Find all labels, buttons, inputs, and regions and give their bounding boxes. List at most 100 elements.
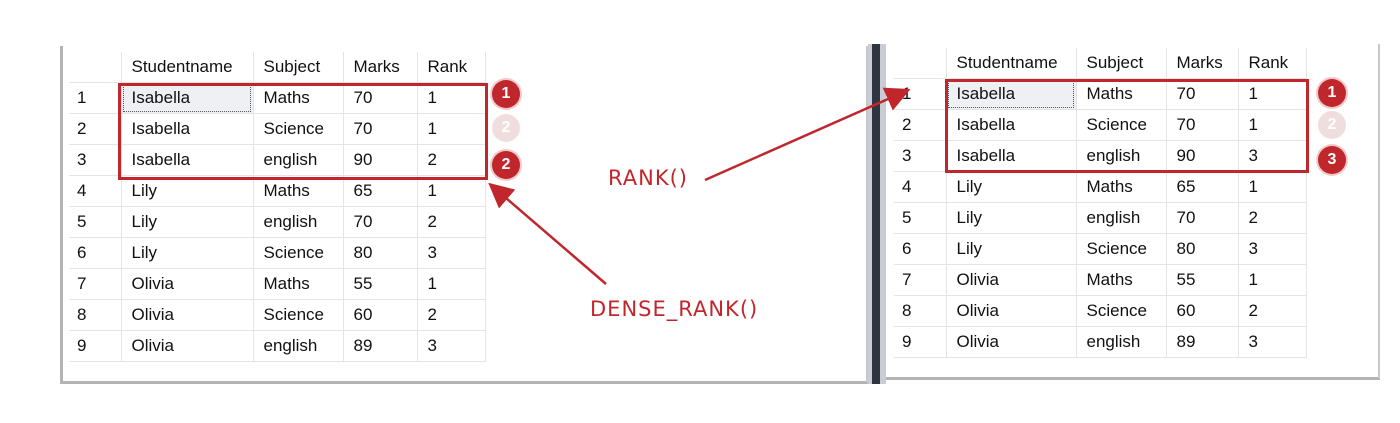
studentname-cell[interactable]: Olivia <box>946 264 1077 296</box>
row-number[interactable]: 9 <box>69 330 122 362</box>
marks-cell[interactable]: 90 <box>1166 140 1239 172</box>
studentname-cell[interactable]: Olivia <box>121 299 254 331</box>
table-row[interactable]: 7 Olivia Maths 55 1 <box>69 268 486 300</box>
marks-cell[interactable]: 70 <box>1166 202 1239 234</box>
row-number[interactable]: 9 <box>894 326 947 358</box>
table-row[interactable]: 9 Olivia english 89 3 <box>894 326 1307 358</box>
table-row[interactable]: 8 Olivia Science 60 2 <box>69 299 486 331</box>
row-number[interactable]: 7 <box>894 264 947 296</box>
rank-cell[interactable]: 2 <box>1238 295 1307 327</box>
marks-cell[interactable]: 70 <box>1166 109 1239 141</box>
marks-cell[interactable]: 90 <box>343 144 418 176</box>
row-number-header[interactable] <box>69 52 122 83</box>
marks-cell[interactable]: 55 <box>1166 264 1239 296</box>
column-header-marks[interactable]: Marks <box>1166 48 1239 79</box>
marks-cell[interactable]: 55 <box>343 268 418 300</box>
studentname-cell[interactable]: Isabella <box>946 109 1077 141</box>
row-number[interactable]: 5 <box>69 206 122 238</box>
table-row[interactable]: 5 Lily english 70 2 <box>894 202 1307 234</box>
table-row[interactable]: 6 Lily Science 80 3 <box>894 233 1307 265</box>
marks-cell[interactable]: 70 <box>1166 78 1239 110</box>
table-row[interactable]: 3 Isabella english 90 2 <box>69 144 486 176</box>
rank-cell[interactable]: 1 <box>1238 109 1307 141</box>
table-row[interactable]: 7 Olivia Maths 55 1 <box>894 264 1307 296</box>
marks-cell[interactable]: 60 <box>343 299 418 331</box>
studentname-cell[interactable]: Isabella <box>946 78 1077 110</box>
studentname-cell[interactable]: Olivia <box>946 326 1077 358</box>
row-number[interactable]: 4 <box>69 175 122 207</box>
marks-cell[interactable]: 70 <box>343 206 418 238</box>
subject-cell[interactable]: Science <box>1076 109 1167 141</box>
subject-cell[interactable]: Maths <box>1076 78 1167 110</box>
studentname-cell[interactable]: Lily <box>946 202 1077 234</box>
column-header-subject[interactable]: Subject <box>253 52 344 83</box>
rank-cell[interactable]: 3 <box>1238 326 1307 358</box>
studentname-cell[interactable]: Lily <box>946 233 1077 265</box>
subject-cell[interactable]: Maths <box>253 268 344 300</box>
studentname-cell[interactable]: Lily <box>946 171 1077 203</box>
table-row[interactable]: 6 Lily Science 80 3 <box>69 237 486 269</box>
rank-cell[interactable]: 1 <box>1238 171 1307 203</box>
rank-cell[interactable]: 3 <box>1238 233 1307 265</box>
marks-cell[interactable]: 89 <box>343 330 418 362</box>
marks-cell[interactable]: 89 <box>1166 326 1239 358</box>
row-number[interactable]: 8 <box>894 295 947 327</box>
table-row[interactable]: 2 Isabella Science 70 1 <box>894 109 1307 141</box>
table-row[interactable]: 3 Isabella english 90 3 <box>894 140 1307 172</box>
table-row[interactable]: 4 Lily Maths 65 1 <box>69 175 486 207</box>
rank-cell[interactable]: 1 <box>417 175 486 207</box>
rank-cell[interactable]: 3 <box>417 330 486 362</box>
subject-cell[interactable]: Science <box>253 299 344 331</box>
row-number[interactable]: 7 <box>69 268 122 300</box>
row-number[interactable]: 6 <box>69 237 122 269</box>
column-header-studentname[interactable]: Studentname <box>121 52 254 83</box>
studentname-cell[interactable]: Olivia <box>121 330 254 362</box>
rank-cell[interactable]: 2 <box>417 206 486 238</box>
column-header-marks[interactable]: Marks <box>343 52 418 83</box>
rank-cell[interactable]: 1 <box>417 268 486 300</box>
subject-cell[interactable]: english <box>1076 202 1167 234</box>
subject-cell[interactable]: Maths <box>1076 264 1167 296</box>
subject-cell[interactable]: Science <box>253 237 344 269</box>
row-number[interactable]: 5 <box>894 202 947 234</box>
table-row[interactable]: 5 Lily english 70 2 <box>69 206 486 238</box>
studentname-cell[interactable]: Isabella <box>121 113 254 145</box>
column-header-rank[interactable]: Rank <box>417 52 486 83</box>
studentname-cell[interactable]: Lily <box>121 237 254 269</box>
rank-cell[interactable]: 2 <box>417 299 486 331</box>
studentname-cell[interactable]: Isabella <box>946 140 1077 172</box>
row-number[interactable]: 1 <box>69 82 122 114</box>
subject-cell[interactable]: english <box>253 144 344 176</box>
table-row[interactable]: 9 Olivia english 89 3 <box>69 330 486 362</box>
row-number-header[interactable] <box>894 48 947 79</box>
rank-cell[interactable]: 3 <box>1238 140 1307 172</box>
marks-cell[interactable]: 80 <box>1166 233 1239 265</box>
marks-cell[interactable]: 80 <box>343 237 418 269</box>
row-number[interactable]: 3 <box>69 144 122 176</box>
subject-cell[interactable]: english <box>253 330 344 362</box>
marks-cell[interactable]: 60 <box>1166 295 1239 327</box>
row-number[interactable]: 6 <box>894 233 947 265</box>
subject-cell[interactable]: Science <box>253 113 344 145</box>
subject-cell[interactable]: Maths <box>253 82 344 114</box>
studentname-cell[interactable]: Lily <box>121 206 254 238</box>
pane-splitter[interactable] <box>868 44 886 384</box>
column-header-rank[interactable]: Rank <box>1238 48 1307 79</box>
rank-cell[interactable]: 1 <box>417 82 486 114</box>
rank-cell[interactable]: 1 <box>1238 78 1307 110</box>
row-number[interactable]: 3 <box>894 140 947 172</box>
subject-cell[interactable]: Science <box>1076 233 1167 265</box>
rank-cell[interactable]: 2 <box>417 144 486 176</box>
subject-cell[interactable]: english <box>1076 326 1167 358</box>
studentname-cell[interactable]: Olivia <box>946 295 1077 327</box>
studentname-cell[interactable]: Olivia <box>121 268 254 300</box>
subject-cell[interactable]: english <box>253 206 344 238</box>
row-number[interactable]: 8 <box>69 299 122 331</box>
studentname-cell[interactable]: Lily <box>121 175 254 207</box>
rank-cell[interactable]: 1 <box>417 113 486 145</box>
marks-cell[interactable]: 65 <box>343 175 418 207</box>
studentname-cell[interactable]: Isabella <box>121 82 254 114</box>
marks-cell[interactable]: 70 <box>343 82 418 114</box>
column-header-subject[interactable]: Subject <box>1076 48 1167 79</box>
table-row[interactable]: 2 Isabella Science 70 1 <box>69 113 486 145</box>
